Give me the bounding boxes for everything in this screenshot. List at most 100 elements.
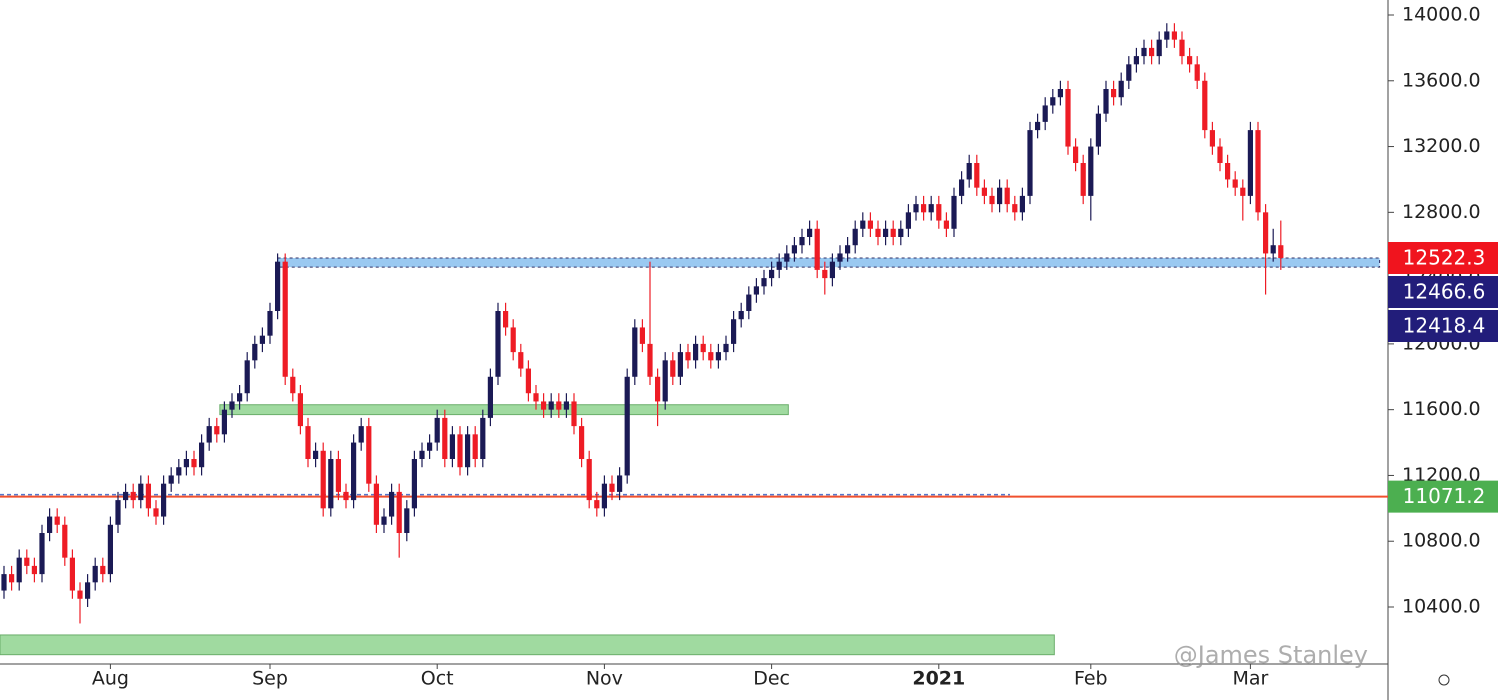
x-tick-label: Mar	[1232, 668, 1268, 690]
candle-body	[989, 195, 995, 205]
candle-body	[1111, 89, 1117, 98]
price-label-box	[1388, 309, 1498, 342]
candle-body	[845, 245, 851, 254]
candle-body	[31, 565, 37, 575]
candle-body	[358, 426, 364, 443]
candle-body	[601, 483, 607, 509]
candle-body	[837, 253, 843, 262]
candle-body	[1187, 56, 1193, 65]
candle-body	[921, 204, 927, 213]
candle-body	[761, 278, 767, 287]
candle-body	[487, 376, 493, 418]
candle-body	[282, 261, 288, 377]
candle-body	[609, 483, 615, 492]
candle-body	[206, 426, 212, 443]
candle-body	[898, 228, 904, 237]
candle-body	[297, 393, 303, 427]
candle-body	[981, 187, 987, 196]
candle-body	[624, 376, 630, 476]
candle-body	[715, 352, 721, 361]
candle-body	[244, 360, 250, 394]
candle-body	[594, 500, 600, 509]
candle-body	[1073, 146, 1079, 163]
candle-body	[1171, 31, 1177, 40]
candle-body	[1133, 56, 1139, 65]
candle-body	[723, 343, 729, 353]
candle-body	[130, 491, 136, 501]
candle-body	[153, 508, 159, 517]
candle-body	[1225, 163, 1231, 180]
candle-body	[290, 376, 296, 394]
candle-body	[229, 401, 235, 410]
x-tick-label: Sep	[252, 668, 288, 690]
candle-body	[639, 327, 645, 344]
candle-body	[875, 228, 881, 237]
price-label-box	[1388, 480, 1498, 513]
candle-body	[791, 245, 797, 254]
candle-body	[343, 491, 349, 501]
candle-body	[123, 491, 129, 501]
candle-body	[145, 483, 151, 509]
candle-body	[822, 269, 828, 279]
candle-body	[92, 565, 98, 583]
candle-body	[1164, 31, 1170, 40]
candle-body	[16, 557, 22, 583]
candle-body	[799, 237, 805, 246]
candle-body	[237, 393, 243, 402]
candle-body	[313, 450, 319, 459]
candle-body	[1202, 80, 1208, 131]
candle-body	[373, 483, 379, 525]
candle-body	[176, 467, 182, 476]
price-label: 11071.2	[1403, 484, 1486, 508]
candle-body	[746, 294, 752, 311]
candle-body	[913, 204, 919, 213]
candle-body	[860, 220, 866, 229]
candle-body	[1247, 130, 1253, 196]
y-tick-label: 11200.0	[1402, 464, 1481, 486]
candle-body	[305, 426, 311, 459]
candle-body	[161, 483, 167, 517]
candle-body	[252, 343, 258, 361]
candle-body	[1179, 39, 1185, 57]
zone	[0, 634, 1055, 656]
watermark: @James Stanley	[1174, 641, 1368, 669]
settings-icon[interactable]	[1438, 674, 1450, 686]
candle-body	[351, 442, 357, 501]
candle-body	[951, 195, 957, 229]
candle-body	[563, 401, 569, 410]
candle-body	[510, 327, 516, 353]
candle-body	[943, 220, 949, 229]
candle-body	[1012, 204, 1018, 213]
candle-body	[442, 417, 448, 459]
candle-body	[107, 524, 113, 575]
candle-body	[77, 590, 83, 599]
candle-body	[85, 582, 91, 599]
candle-body	[328, 459, 334, 509]
candle-body	[1141, 47, 1147, 57]
candle-body	[1263, 212, 1269, 254]
candle-body	[39, 533, 45, 575]
price-label-box	[1388, 275, 1498, 308]
candle-body	[1278, 245, 1284, 258]
candle-body	[168, 475, 174, 484]
x-tick-label: 2021	[912, 668, 965, 690]
candle-body	[959, 179, 965, 196]
candle-body	[9, 574, 15, 583]
candle-body	[1156, 39, 1162, 57]
candle-body	[784, 253, 790, 262]
candle-body	[685, 352, 691, 361]
candle-body	[1232, 179, 1238, 188]
candle-body	[776, 261, 782, 270]
candle-body	[1255, 130, 1261, 213]
candle-body	[183, 459, 189, 468]
candle-body	[1088, 146, 1094, 196]
candle-body	[457, 434, 463, 468]
candle-body	[320, 450, 326, 509]
candle-body	[966, 163, 972, 180]
price-label: 12522.3	[1403, 245, 1486, 269]
candle-body	[518, 352, 524, 369]
candle-body	[883, 228, 889, 237]
candle-body	[753, 286, 759, 295]
